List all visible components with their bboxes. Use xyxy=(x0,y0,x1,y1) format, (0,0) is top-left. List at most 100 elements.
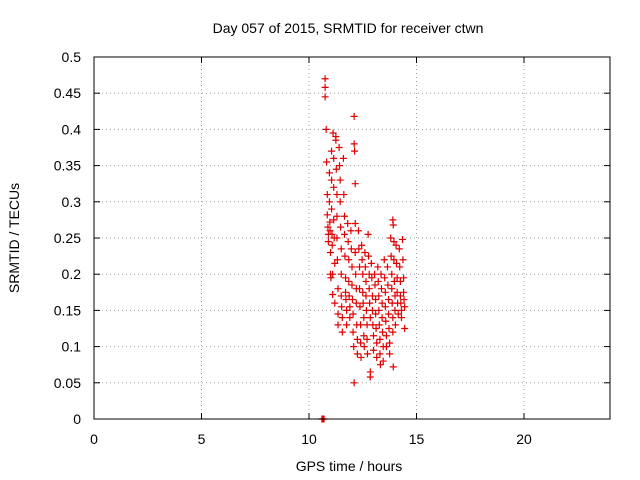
data-point xyxy=(350,343,358,351)
y-tick-label: 0.15 xyxy=(54,302,81,318)
data-point xyxy=(332,165,340,173)
data-point xyxy=(352,299,360,307)
data-point xyxy=(373,353,381,361)
data-point xyxy=(400,288,408,296)
data-point xyxy=(334,285,342,293)
data-point xyxy=(362,277,370,285)
data-point xyxy=(399,256,407,264)
data-point xyxy=(327,248,334,256)
data-point xyxy=(326,218,334,226)
data-point xyxy=(347,245,355,253)
data-point xyxy=(387,252,395,260)
data-point xyxy=(328,230,336,238)
data-point xyxy=(396,292,404,300)
data-point xyxy=(393,259,401,267)
data-point xyxy=(357,353,365,361)
data-point xyxy=(375,321,383,329)
data-point xyxy=(359,270,367,278)
data-point xyxy=(321,93,329,101)
data-point xyxy=(378,314,386,322)
data-point xyxy=(336,198,344,206)
data-point xyxy=(400,296,408,304)
data-point xyxy=(385,296,393,304)
data-point xyxy=(351,147,359,155)
data-point xyxy=(401,325,409,332)
data-point xyxy=(336,162,344,170)
data-point xyxy=(375,306,383,314)
grid-lines xyxy=(94,57,610,419)
data-point xyxy=(363,335,371,343)
data-point xyxy=(367,259,375,267)
y-tick-label: 0 xyxy=(73,411,81,427)
data-point xyxy=(353,335,361,343)
data-points xyxy=(318,75,409,423)
data-point xyxy=(337,223,345,231)
data-point xyxy=(330,154,338,162)
data-point xyxy=(337,270,345,278)
data-point xyxy=(385,310,393,318)
data-point xyxy=(387,234,395,242)
data-point xyxy=(348,263,356,271)
data-point xyxy=(332,136,340,144)
data-point xyxy=(355,245,363,253)
data-point xyxy=(338,314,346,322)
axis-ticks xyxy=(93,56,610,420)
data-point xyxy=(344,220,352,228)
data-point xyxy=(389,328,397,336)
data-point xyxy=(382,343,390,351)
data-point xyxy=(390,256,398,264)
data-point xyxy=(395,245,403,253)
data-point xyxy=(361,263,369,271)
data-point xyxy=(362,292,370,300)
data-point xyxy=(321,83,329,91)
data-point xyxy=(364,230,372,238)
data-point xyxy=(386,350,394,358)
data-point xyxy=(323,158,331,166)
data-point xyxy=(376,350,384,358)
data-point xyxy=(333,212,341,220)
y-axis-label: SRMTID / TECUs xyxy=(6,183,22,293)
data-point xyxy=(377,270,385,278)
data-point xyxy=(333,191,341,199)
chart-title: Day 057 of 2015, SRMTID for receiver ctw… xyxy=(213,20,484,36)
data-point xyxy=(373,339,381,347)
data-point xyxy=(346,303,354,311)
data-point xyxy=(331,299,339,307)
data-point xyxy=(394,310,402,318)
y-tick-label: 0.1 xyxy=(62,339,82,355)
data-point xyxy=(353,350,361,358)
data-point xyxy=(368,274,376,282)
data-point xyxy=(397,306,405,314)
y-tick-label: 0.25 xyxy=(54,230,81,246)
data-point xyxy=(369,321,377,329)
data-point xyxy=(382,332,390,340)
data-point xyxy=(389,221,397,229)
data-point xyxy=(388,270,396,278)
data-point xyxy=(383,263,391,271)
data-point xyxy=(368,306,376,314)
data-point xyxy=(397,314,405,322)
data-point xyxy=(330,216,338,224)
data-point xyxy=(396,277,404,285)
data-point xyxy=(331,259,339,267)
data-point xyxy=(390,238,398,246)
data-point xyxy=(372,310,380,318)
data-point xyxy=(350,140,358,148)
data-point xyxy=(333,256,341,264)
x-axis-label: GPS time / hours xyxy=(296,458,403,474)
data-point xyxy=(365,285,373,293)
data-point xyxy=(334,321,342,329)
data-point xyxy=(381,303,389,311)
data-point xyxy=(323,211,331,219)
data-point xyxy=(328,241,336,249)
data-point xyxy=(338,328,346,336)
data-point xyxy=(352,270,360,278)
x-tick-label: 20 xyxy=(516,431,532,447)
data-point xyxy=(340,212,348,220)
data-point xyxy=(400,274,408,282)
data-point xyxy=(338,303,346,311)
data-point xyxy=(351,220,359,228)
data-point xyxy=(386,339,394,347)
data-point xyxy=(359,288,367,296)
